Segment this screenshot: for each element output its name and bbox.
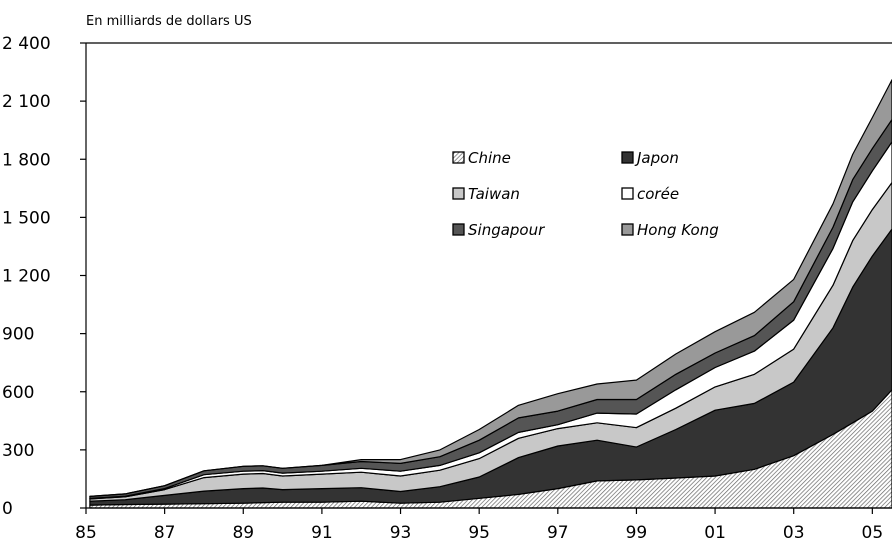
legend-swatch xyxy=(452,187,465,200)
series-areas xyxy=(89,79,892,509)
legend-label: Singapour xyxy=(468,221,545,239)
area-hong-kong xyxy=(89,79,892,497)
x-tick-label: 91 xyxy=(311,523,333,543)
legend-swatch xyxy=(621,151,634,164)
legend-label: corée xyxy=(637,185,679,203)
legend-label: Hong Kong xyxy=(637,221,719,239)
y-tick-label: 600 xyxy=(2,383,34,403)
legend-swatch xyxy=(621,187,634,200)
y-axis-unit-label: En milliards de dollars US xyxy=(86,14,252,29)
y-tick-label: 1 800 xyxy=(2,150,51,170)
x-tick-label: 95 xyxy=(468,523,490,543)
x-tick-label: 01 xyxy=(704,523,726,543)
x-tick-label: 85 xyxy=(75,523,97,543)
y-tick-label: 900 xyxy=(2,325,34,345)
legend-label: Japon xyxy=(634,149,679,167)
x-tick-label: 03 xyxy=(783,523,805,543)
legend-label: Taiwan xyxy=(468,185,520,203)
y-axis-ticks: 0 300 600 900 1 200 1 500 1 800 2 100 2 400 xyxy=(2,34,86,519)
y-tick-label: 0 xyxy=(2,499,13,519)
legend-label: Chine xyxy=(468,149,511,167)
x-tick-label: 05 xyxy=(862,523,884,543)
y-tick-label: 1 200 xyxy=(2,267,51,287)
x-tick-label: 87 xyxy=(154,523,176,543)
legend: Chine Japon Taiwan corée Singapour Hong Kong xyxy=(452,149,719,239)
x-tick-label: 99 xyxy=(626,523,648,543)
x-tick-label: 97 xyxy=(547,523,569,543)
y-tick-label: 2 400 xyxy=(2,34,51,54)
y-tick-label: 1 500 xyxy=(2,208,51,228)
legend-swatch xyxy=(621,223,634,236)
x-tick-label: 93 xyxy=(390,523,412,543)
legend-swatch xyxy=(452,151,465,164)
x-tick-label: 89 xyxy=(232,523,254,543)
y-tick-label: 300 xyxy=(2,441,34,461)
x-axis-ticks: 85 87 89 91 93 95 97 99 01 03 05 xyxy=(75,508,883,543)
legend-swatch xyxy=(452,223,465,236)
y-tick-label: 2 100 xyxy=(2,92,51,112)
